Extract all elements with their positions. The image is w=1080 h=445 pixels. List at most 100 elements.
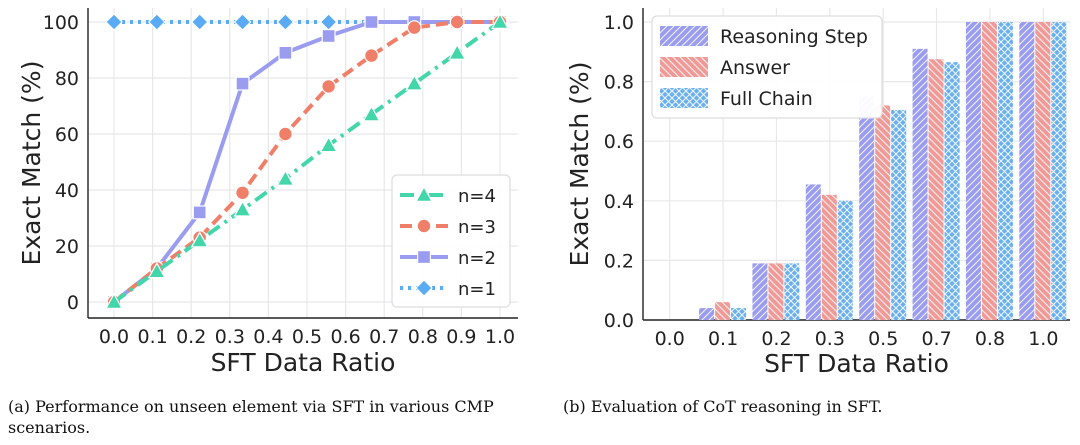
y-axis-label-a: Exact Match (%) (17, 61, 46, 266)
y-tick-label-b: 0.4 (604, 191, 634, 213)
x-tick-label-a: 0.1 (137, 326, 167, 348)
legend-label: Answer (720, 57, 790, 79)
data-point (104, 292, 124, 309)
bar-full-chain (731, 308, 747, 320)
x-tick-label-a: 0.0 (99, 326, 129, 348)
data-point (278, 45, 293, 60)
data-point (233, 13, 252, 31)
data-point (147, 13, 166, 31)
legend-swatch (660, 57, 708, 77)
data-point (235, 185, 250, 201)
data-point (192, 205, 207, 220)
series-line (112, 20, 502, 304)
x-tick-label-b: 0.8 (975, 328, 1005, 350)
bar-full-chain (891, 109, 907, 320)
data-point (276, 169, 295, 186)
legend-marker (417, 250, 432, 265)
bar-answer (928, 59, 944, 320)
bar-answer (821, 194, 837, 320)
legend-label: Full Chain (720, 88, 813, 110)
x-tick-label-b: 0.3 (815, 328, 845, 350)
legend-label: n=4 (458, 186, 496, 207)
legend-marker (415, 279, 433, 297)
data-point (190, 13, 209, 31)
data-point (406, 20, 422, 35)
y-tick-label-b: 0.2 (604, 250, 634, 272)
x-tick-label-b: 1.0 (1028, 328, 1058, 350)
y-tick-label-b: 1.0 (604, 12, 634, 34)
data-point (448, 43, 467, 60)
data-point (277, 126, 293, 142)
figure: 0.0 0.1 0.2 0.3 0.4 0.5 0.6 0.7 0.8 0.9 1.0 0 20 40 60… (17, 8, 1070, 378)
legend-label: n=3 (458, 217, 496, 238)
data-point (321, 29, 336, 44)
data-point (319, 135, 338, 153)
series-line (112, 20, 500, 304)
bar-reasoning-step (805, 184, 821, 320)
data-point (364, 48, 379, 63)
data-point (235, 76, 250, 91)
x-tick-label-a: 0.4 (253, 326, 283, 348)
legend-b: Reasoning Step Answer Full Chain (651, 15, 883, 119)
data-point (190, 231, 209, 248)
y-tick-label-b: 0.0 (604, 310, 634, 332)
x-tick-label-a: 0.2 (176, 326, 206, 348)
x-tick-label-b: 0.1 (708, 328, 738, 350)
bar-answer (1035, 22, 1051, 320)
y-tick-label-a: 100 (43, 12, 79, 34)
x-tick-label-b: 0.5 (868, 328, 898, 350)
legend-label: n=2 (458, 248, 496, 269)
data-point (405, 74, 424, 91)
bar-full-chain (784, 263, 800, 320)
y-tick-label-a: 80 (55, 68, 79, 90)
x-axis-label-a: SFT Data Ratio (211, 348, 396, 377)
legend-marker (416, 218, 432, 234)
y-tick-label-b: 0.6 (604, 131, 634, 153)
x-tick-label-b: 0.7 (921, 328, 951, 350)
x-tick-label-a: 0.7 (369, 326, 399, 348)
bar-reasoning-step (859, 96, 875, 320)
chart-b: 0.0 0.1 0.2 0.3 0.5 0.7 0.8 1.0 0.0 0.2 0.4 0.6 0.8 1… (565, 8, 1070, 378)
bar-reasoning-step (699, 308, 715, 320)
y-tick-label-a: 40 (55, 180, 79, 202)
series-line (112, 20, 500, 304)
data-point (490, 12, 510, 29)
legend-label: Reasoning Step (720, 26, 868, 48)
x-tick-label-b: 0.2 (761, 328, 791, 350)
bar-full-chain (1051, 22, 1067, 320)
bar-answer (768, 263, 784, 320)
y-tick-label-a: 20 (55, 236, 79, 258)
y-tick-label-a: 0 (67, 292, 79, 314)
data-point (276, 13, 295, 31)
y-axis-label-b: Exact Match (%) (565, 62, 594, 267)
bar-reasoning-step (752, 263, 768, 320)
legend-box-b (651, 15, 883, 119)
y-tick-label-b: 0.8 (604, 72, 634, 94)
x-tick-label-a: 0.5 (292, 326, 322, 348)
bar-reasoning-step (965, 22, 981, 320)
data-point (364, 15, 379, 30)
bar-reasoning-step (912, 48, 928, 320)
bar-reasoning-step (1019, 22, 1035, 320)
x-tick-label-a: 0.9 (446, 326, 476, 348)
x-tick-label-b: 0.0 (655, 328, 685, 350)
data-point (147, 261, 166, 279)
x-tick-label-a: 0.8 (408, 326, 438, 348)
bar-answer (715, 302, 731, 320)
caption-b: (b) Evaluation of CoT reasoning in SFT. (563, 397, 883, 416)
data-point (449, 14, 465, 30)
data-point (321, 78, 337, 94)
chart-a: 0.0 0.1 0.2 0.3 0.4 0.5 0.6 0.7 0.8 0.9 1.0 0 20 40 60… (17, 8, 518, 377)
x-tick-label-a: 0.6 (330, 326, 360, 348)
data-point (362, 105, 381, 122)
legend-swatch (660, 88, 708, 108)
bar-answer (981, 22, 997, 320)
data-point (233, 200, 252, 217)
legend-box-a (391, 174, 511, 308)
y-tick-label-a: 60 (55, 124, 79, 146)
legend-label: n=1 (458, 279, 496, 300)
legend-a: n=4 n=3 n=2 n=1 (391, 174, 511, 308)
legend-marker (414, 185, 434, 202)
bar-full-chain (997, 22, 1013, 320)
legend-swatch (660, 26, 708, 46)
